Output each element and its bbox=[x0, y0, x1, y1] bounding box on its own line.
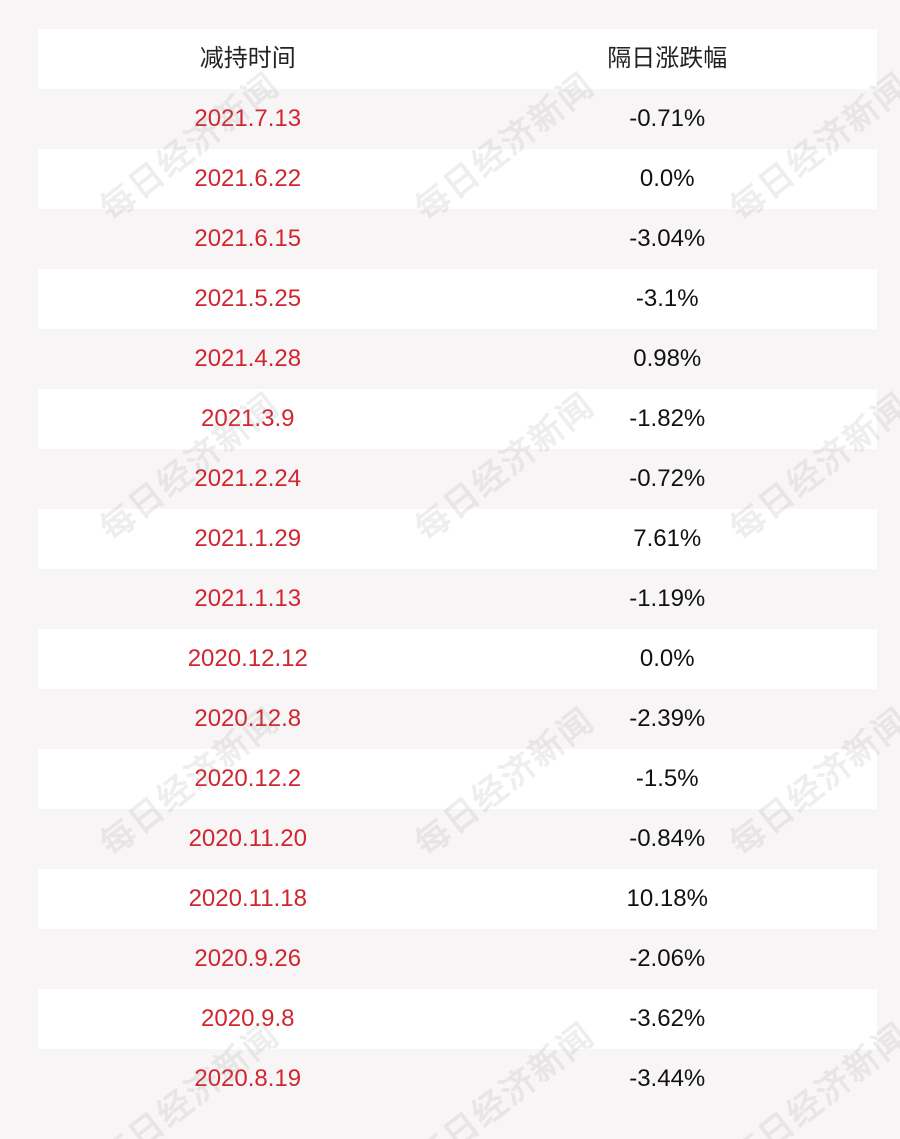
next-day-change-cell: -0.72% bbox=[629, 465, 706, 492]
reduction-date-cell: 2021.1.13 bbox=[194, 585, 302, 612]
next-day-change-cell: -1.19% bbox=[629, 585, 706, 612]
table-row: 2020.12.12 0.0% bbox=[38, 629, 877, 689]
reduction-date-cell: 2021.1.29 bbox=[194, 525, 302, 552]
table-header-row: 减持时间 隔日涨跌幅 bbox=[38, 29, 877, 89]
reduction-date-cell: 2021.4.28 bbox=[194, 345, 302, 372]
next-day-change-cell: 0.0% bbox=[639, 645, 695, 672]
next-day-change-cell: -1.82% bbox=[629, 405, 706, 432]
next-day-change-cell: -3.62% bbox=[629, 1005, 706, 1032]
table-row: 2021.6.22 0.0% bbox=[38, 149, 877, 209]
table-row: 2021.3.9 -1.82% bbox=[38, 389, 877, 449]
table-row: 2021.1.13 -1.19% bbox=[38, 569, 877, 629]
next-day-change-cell: -3.44% bbox=[629, 1065, 706, 1092]
next-day-change-cell: 0.0% bbox=[639, 165, 695, 192]
reduction-date-cell: 2020.11.18 bbox=[188, 885, 307, 912]
reduction-date-cell: 2021.5.25 bbox=[194, 285, 302, 312]
next-day-change-cell: 10.18% bbox=[626, 885, 708, 912]
next-day-change-cell: -2.06% bbox=[629, 945, 706, 972]
table-row: 2020.11.18 10.18% bbox=[38, 869, 877, 929]
next-day-change-cell: -2.39% bbox=[629, 705, 706, 732]
reduction-date-cell: 2021.6.15 bbox=[194, 225, 302, 252]
reduction-date-cell: 2021.3.9 bbox=[201, 405, 295, 432]
reduction-date-cell: 2020.12.8 bbox=[194, 705, 302, 732]
reduction-date-cell: 2021.7.13 bbox=[194, 105, 302, 132]
table-row: 2020.9.8 -3.62% bbox=[38, 989, 877, 1049]
next-day-change-cell: -0.84% bbox=[629, 825, 706, 852]
table-row: 2021.2.24 -0.72% bbox=[38, 449, 877, 509]
reduction-date-cell: 2020.9.8 bbox=[201, 1005, 295, 1032]
reduction-date-cell: 2020.11.20 bbox=[188, 825, 307, 852]
reduction-date-cell: 2020.9.26 bbox=[194, 945, 302, 972]
table-row: 2020.11.20 -0.84% bbox=[38, 809, 877, 869]
next-day-change-cell: -3.1% bbox=[635, 285, 699, 312]
table-row: 2021.1.29 7.61% bbox=[38, 509, 877, 569]
table-row: 2021.7.13 -0.71% bbox=[38, 89, 877, 149]
reduction-date-cell: 2020.12.2 bbox=[194, 765, 302, 792]
table-row: 2021.5.25 -3.1% bbox=[38, 269, 877, 329]
reduction-date-cell: 2020.8.19 bbox=[194, 1065, 302, 1092]
next-day-change-cell: -1.5% bbox=[635, 765, 699, 792]
reduction-date-cell: 2021.6.22 bbox=[194, 165, 302, 192]
table-row: 2020.12.2 -1.5% bbox=[38, 749, 877, 809]
next-day-change-cell: -3.04% bbox=[629, 225, 706, 252]
header-next-day-change: 隔日涨跌幅 bbox=[607, 45, 728, 72]
table-row: 2020.9.26 -2.06% bbox=[38, 929, 877, 989]
header-reduction-date: 减持时间 bbox=[199, 45, 296, 72]
next-day-change-cell: -0.71% bbox=[629, 105, 706, 132]
next-day-change-cell: 7.61% bbox=[633, 525, 702, 552]
table-row: 2021.6.15 -3.04% bbox=[38, 209, 877, 269]
table-row: 2020.12.8 -2.39% bbox=[38, 689, 877, 749]
reduction-date-cell: 2020.12.12 bbox=[187, 645, 308, 672]
next-day-change-cell: 0.98% bbox=[633, 345, 702, 372]
data-table: 减持时间 隔日涨跌幅 2021.7.13 -0.71% 2021.6.22 0.0% 2… bbox=[38, 29, 877, 1109]
table-row: 2020.8.19 -3.44% bbox=[38, 1049, 877, 1109]
table-body: 2021.7.13 -0.71% 2021.6.22 0.0% 2021.6.15 -3.… bbox=[38, 89, 877, 1109]
table-row: 2021.4.28 0.98% bbox=[38, 329, 877, 389]
reduction-date-cell: 2021.2.24 bbox=[194, 465, 302, 492]
